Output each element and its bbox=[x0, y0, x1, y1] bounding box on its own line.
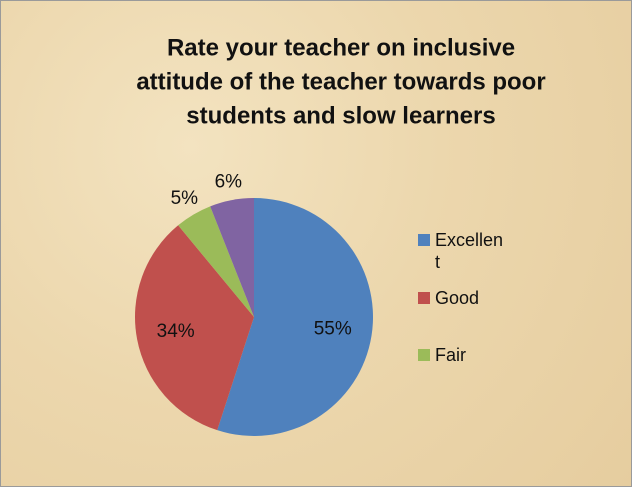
chart-title: Rate your teacher on inclusive bbox=[167, 34, 515, 61]
pie-slice bbox=[178, 206, 254, 317]
legend-item: Fair bbox=[418, 344, 505, 366]
legend-item: Good bbox=[418, 287, 505, 309]
legend-swatch bbox=[418, 349, 430, 361]
pie-slice bbox=[135, 225, 254, 431]
legend-item: Excellent bbox=[418, 229, 505, 273]
chart-title: students and slow learners bbox=[186, 102, 495, 129]
pie-slice bbox=[210, 198, 254, 317]
legend-swatch bbox=[418, 291, 430, 304]
data-label: 55% bbox=[314, 318, 352, 339]
legend-label: Excellent bbox=[435, 230, 504, 272]
data-label: 6% bbox=[215, 172, 243, 193]
data-label: 34% bbox=[157, 321, 195, 342]
chart-title: attitude of the teacher towards poor bbox=[136, 68, 545, 95]
legend-swatch bbox=[418, 234, 430, 246]
data-label: 5% bbox=[171, 188, 199, 209]
legend-label: Good bbox=[435, 287, 480, 308]
legend-label: Fair bbox=[435, 345, 466, 365]
pie-slice bbox=[217, 198, 374, 436]
